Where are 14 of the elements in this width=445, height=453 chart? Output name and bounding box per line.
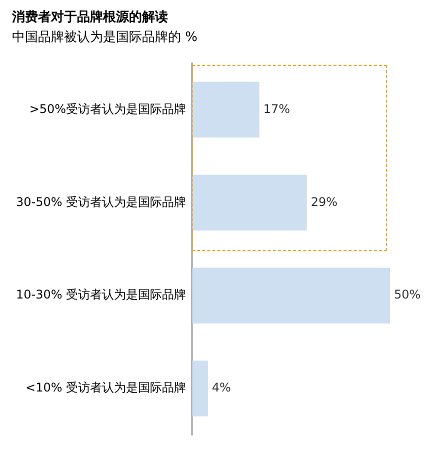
y-tick-label: 10-30% 受访者认为是国际品牌 bbox=[16, 288, 186, 302]
y-tick-label: >50%受访者认为是国际品牌 bbox=[29, 102, 186, 116]
bar bbox=[192, 360, 208, 416]
data-label: 4% bbox=[212, 380, 231, 395]
chart-subtitle: 中国品牌被认为是国际品牌的 % bbox=[12, 29, 198, 46]
bar bbox=[192, 268, 390, 324]
bar bbox=[192, 82, 260, 138]
data-label: 50% bbox=[394, 288, 421, 302]
y-tick-label: <10% 受访者认为是国际品牌 bbox=[26, 380, 186, 395]
chart-title: 消费者对于品牌根源的解读 bbox=[12, 9, 168, 26]
data-label: 29% bbox=[310, 194, 338, 209]
data-label: 17% bbox=[263, 102, 290, 116]
bar bbox=[192, 174, 307, 231]
y-tick-label: 30-50% 受访者认为是国际品牌 bbox=[16, 194, 186, 209]
